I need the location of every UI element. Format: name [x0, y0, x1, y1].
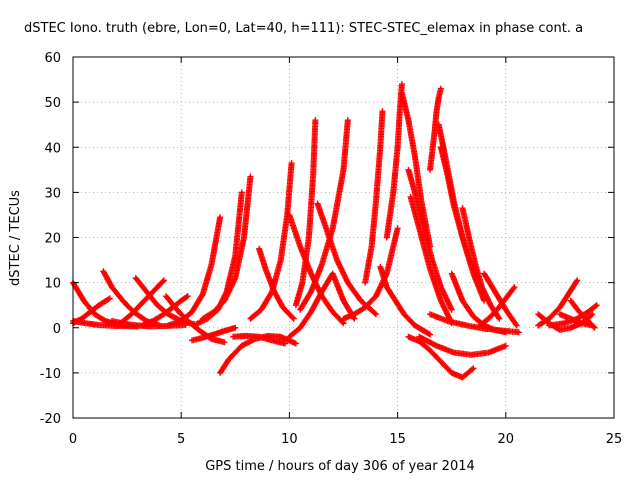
data-point-marker: [289, 314, 296, 321]
data-series: [546, 302, 600, 329]
chart-title: dSTEC Iono. truth (ebre, Lon=0, Lat=40, …: [24, 21, 583, 36]
data-series: [481, 270, 520, 329]
data-point-marker: [199, 292, 206, 299]
data-point-marker: [159, 278, 166, 285]
data-series: [535, 277, 581, 329]
data-point-marker: [344, 117, 351, 124]
x-axis-ticks: 0 5 10 15 20 25: [69, 57, 622, 447]
data-point-marker: [379, 108, 386, 115]
data-point-marker: [495, 314, 502, 321]
data-point-marker: [288, 160, 295, 167]
x-tick-label: 25: [606, 432, 623, 447]
data-point-marker: [282, 340, 289, 347]
y-tick-label: -20: [40, 412, 61, 427]
data-series: [230, 332, 289, 347]
data-point-marker: [573, 278, 580, 285]
data-series: [163, 293, 228, 346]
data-point-marker: [427, 331, 434, 338]
data-point-marker: [290, 315, 297, 322]
data-series: [405, 333, 477, 381]
data-point-marker: [312, 117, 319, 124]
data-point-marker: [515, 329, 522, 336]
data-series: [427, 85, 444, 173]
data-point-marker: [292, 340, 299, 347]
data-marks: [70, 81, 600, 381]
data-series: [377, 263, 434, 338]
data-point-marker: [232, 324, 239, 331]
data-series: [362, 108, 386, 286]
data-series: [448, 270, 509, 336]
data-point-marker: [238, 189, 245, 196]
data-point-marker: [574, 277, 581, 284]
x-tick-label: 5: [177, 432, 185, 447]
data-point-marker: [588, 312, 595, 319]
data-point-marker: [371, 310, 378, 317]
data-point-marker: [590, 323, 597, 330]
x-tick-label: 20: [498, 432, 515, 447]
x-tick-label: 10: [281, 432, 298, 447]
data-series: [139, 293, 191, 329]
data-point-marker: [470, 365, 477, 372]
data-point-marker: [339, 319, 346, 326]
data-series: [286, 211, 347, 327]
data-series: [314, 200, 379, 318]
data-series: [297, 117, 351, 313]
y-tick-label: 0: [53, 322, 61, 337]
data-point-marker: [496, 315, 503, 322]
y-axis-ticks: -20 -10 0 10 20 30 40 50 60: [40, 51, 614, 427]
y-tick-label: 30: [44, 186, 61, 201]
data-point-marker: [592, 303, 599, 310]
y-tick-label: -10: [40, 367, 61, 382]
data-point-marker: [448, 306, 455, 313]
x-tick-label: 0: [69, 432, 77, 447]
y-tick-label: 50: [44, 96, 61, 111]
data-point-marker: [372, 311, 379, 318]
data-point-marker: [510, 285, 517, 292]
data-point-marker: [437, 85, 444, 92]
plot-frame: [72, 56, 615, 419]
data-series: [189, 324, 239, 344]
data-point-marker: [502, 342, 509, 349]
data-series: [256, 245, 297, 322]
data-series: [165, 214, 224, 329]
data-series: [416, 333, 509, 358]
data-series: [286, 270, 358, 340]
y-tick-label: 40: [44, 141, 61, 156]
data-point-marker: [511, 284, 518, 291]
y-axis-label: dSTEC / TECUs: [8, 190, 23, 286]
data-point-marker: [221, 339, 228, 346]
data-point-marker: [217, 214, 224, 221]
data-point-marker: [425, 330, 432, 337]
data-point-marker: [106, 295, 113, 302]
data-point-marker: [502, 329, 509, 336]
grid: [73, 57, 614, 418]
data-series: [247, 160, 295, 322]
data-point-marker: [589, 311, 596, 318]
x-tick-label: 15: [389, 432, 406, 447]
data-point-marker: [184, 293, 191, 300]
data-series: [199, 173, 254, 322]
data-series: [407, 193, 455, 327]
data-point-marker: [160, 277, 167, 284]
data-point-marker: [593, 302, 600, 309]
data-point-marker: [398, 81, 405, 88]
data-point-marker: [469, 366, 476, 373]
data-series: [193, 189, 245, 328]
data-point-marker: [513, 322, 520, 329]
y-tick-label: 60: [44, 51, 61, 66]
data-point-marker: [394, 225, 401, 232]
y-tick-label: 10: [44, 277, 61, 292]
data-point-marker: [183, 294, 190, 301]
y-tick-label: 20: [44, 232, 61, 247]
data-series: [383, 81, 405, 241]
x-axis-label: GPS time / hours of day 306 of year 2014: [205, 459, 475, 474]
data-point-marker: [591, 324, 598, 331]
data-point-marker: [247, 173, 254, 180]
